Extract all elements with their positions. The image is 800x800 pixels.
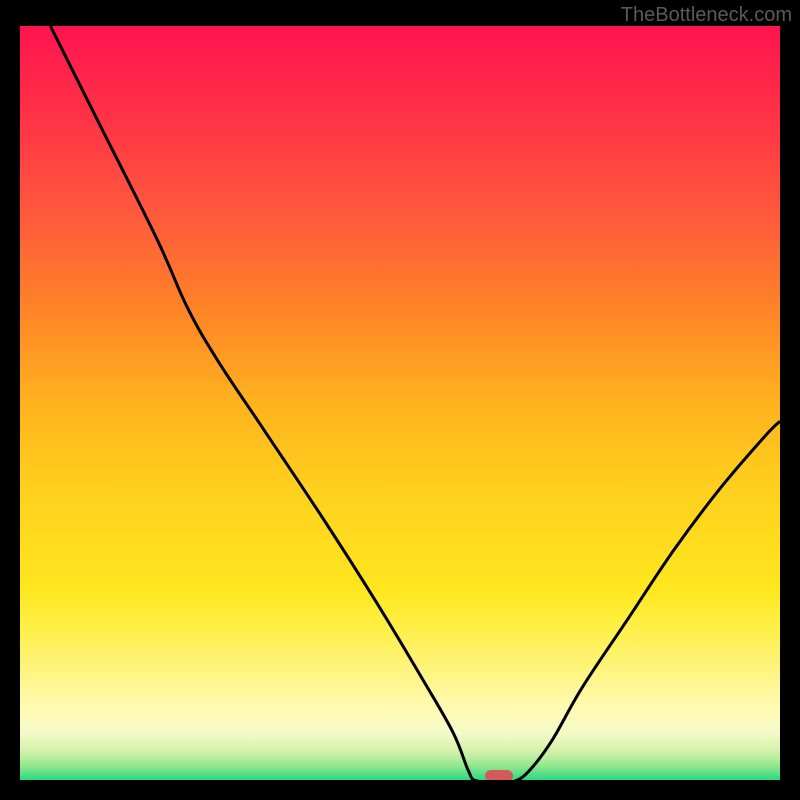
watermark-text: TheBottleneck.com [621, 4, 792, 27]
plot-area [20, 26, 780, 780]
bottleneck-curve [20, 26, 780, 780]
optimal-marker [485, 770, 513, 780]
